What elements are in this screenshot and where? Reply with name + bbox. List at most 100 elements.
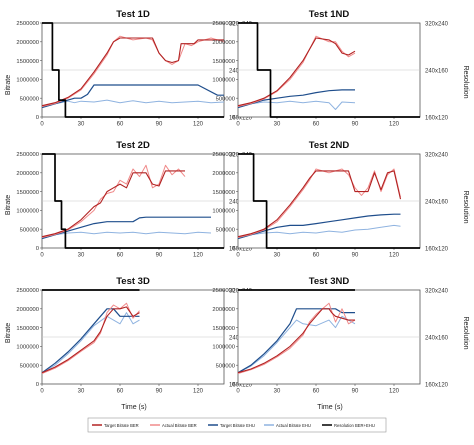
x-axis-label-right: Time (s)	[317, 404, 342, 411]
legend-label: Actual Bitrate BER	[162, 423, 197, 428]
panel-title: Test 2D	[116, 140, 150, 151]
x-tick-label: 0	[236, 389, 240, 395]
x-tick-label: 60	[117, 253, 124, 259]
series-line	[42, 22, 224, 118]
series-line	[237, 308, 355, 374]
y-tick-label: 1500000	[212, 326, 235, 332]
right-tick-label: 160x120	[229, 116, 253, 122]
panel: 160x120240x160320x2400500000100000015000…	[16, 276, 252, 395]
y-tick-label: 1500000	[212, 190, 235, 196]
y-left-label-row1: Bitrate	[5, 75, 12, 95]
y-tick-label: 1000000	[16, 209, 39, 215]
right-tick-label: 240x160	[425, 200, 449, 206]
panel-title: Test 1ND	[309, 9, 350, 20]
legend-item: Resolution BER+EHU	[322, 423, 375, 428]
y-right-label-row1: Resolution	[462, 65, 469, 98]
y-tick-label: 2000000	[212, 307, 235, 313]
right-tick-label: 240x160	[425, 336, 449, 342]
series-line	[41, 35, 225, 107]
x-tick-label: 0	[40, 122, 44, 128]
legend-box	[87, 417, 387, 433]
y-tick-label: 0	[36, 115, 39, 121]
x-tick-label: 120	[193, 389, 204, 395]
legend-item: Actual Bitrate BER	[150, 423, 197, 428]
panel: 160x120240x160320x2400500000100000015000…	[212, 276, 448, 395]
x-tick-label: 0	[40, 253, 44, 259]
y-tick-label: 2000000	[212, 171, 235, 177]
y-tick-label: 0	[232, 115, 235, 121]
y-tick-label: 2500000	[212, 21, 235, 27]
series-line	[41, 99, 225, 109]
legend-item: Actual Bitrate EHU	[264, 423, 311, 428]
y-tick-label: 0	[232, 246, 235, 252]
panel: 160x120240x160320x2400500000100000015000…	[16, 140, 252, 259]
legend-label: Resolution BER+EHU	[334, 423, 375, 428]
legend-label: Actual Bitrate EHU	[276, 423, 311, 428]
y-tick-label: 1500000	[212, 59, 235, 65]
y-tick-label: 1000000	[16, 78, 39, 84]
y-tick-label: 1000000	[212, 78, 235, 84]
panel-title: Test 1D	[116, 9, 150, 20]
x-tick-label: 60	[117, 389, 124, 395]
y-tick-label: 2500000	[16, 152, 39, 158]
series-line	[237, 302, 356, 374]
series-line	[237, 168, 401, 238]
y-tick-label: 500000	[20, 227, 39, 233]
y-tick-label: 500000	[20, 96, 39, 102]
x-tick-label: 120	[389, 389, 400, 395]
y-tick-label: 1500000	[16, 190, 39, 196]
y-tick-label: 2000000	[16, 307, 39, 313]
series-line	[237, 308, 355, 374]
panel: 160x120240x160320x2400500000100000015000…	[212, 140, 448, 259]
x-tick-label: 90	[352, 122, 359, 128]
series-line	[237, 170, 402, 238]
right-tick-label: 160x120	[425, 383, 449, 389]
legend: Target Bitrate BER Actual Bitrate BER Targ…	[87, 417, 387, 433]
x-tick-label: 0	[236, 122, 240, 128]
panel-title: Test 3D	[116, 276, 150, 287]
x-tick-label: 90	[156, 253, 163, 259]
y-tick-label: 2500000	[16, 288, 39, 294]
y-tick-label: 2500000	[212, 288, 235, 294]
panel-title: Test 3ND	[309, 276, 350, 287]
series-line	[238, 153, 420, 249]
y-left-label-row3: Bitrate	[5, 323, 12, 343]
series-line	[41, 308, 140, 374]
y-right-label-row2: Resolution	[462, 190, 469, 223]
x-tick-label: 90	[156, 389, 163, 395]
y-tick-label: 0	[36, 246, 39, 252]
x-tick-label: 60	[313, 122, 320, 128]
panel-title: Test 2ND	[309, 140, 350, 151]
right-tick-label: 160x120	[425, 116, 449, 122]
legend-item: Target Bitrate BER	[92, 423, 139, 428]
y-tick-label: 2000000	[212, 40, 235, 46]
y-tick-label: 2500000	[16, 21, 39, 27]
x-tick-label: 90	[352, 389, 359, 395]
x-tick-label: 30	[78, 253, 85, 259]
legend-item: Target Bitrate EHU	[208, 423, 255, 428]
x-tick-label: 60	[117, 122, 124, 128]
x-tick-label: 120	[389, 253, 400, 259]
y-tick-label: 500000	[216, 96, 235, 102]
panel: 160x120 240x160 320x240 0 500000 1000000 15000…	[212, 9, 448, 128]
x-tick-label: 30	[78, 389, 85, 395]
right-tick-label: 240x160	[425, 69, 449, 75]
panels: 160x120 240x160 320x240 0 500000 1000000 15000…	[16, 9, 448, 395]
y-tick-label: 2000000	[16, 40, 39, 46]
series-line	[41, 306, 140, 374]
right-tick-label: 320x240	[425, 22, 449, 28]
x-tick-label: 30	[274, 253, 281, 259]
y-tick-label: 2000000	[16, 171, 39, 177]
series-line	[41, 164, 186, 238]
x-tick-label: 60	[313, 389, 320, 395]
series-line	[41, 216, 211, 240]
y-tick-label: 2500000	[212, 152, 235, 158]
y-tick-label: 1000000	[212, 345, 235, 351]
x-tick-label: 120	[193, 253, 204, 259]
y-tick-label: 1000000	[16, 345, 39, 351]
x-tick-label: 0	[236, 253, 240, 259]
y-tick-label: 1500000	[16, 59, 39, 65]
y-tick-label: 0	[232, 382, 235, 388]
x-axis-label-left: Time (s)	[121, 404, 146, 411]
